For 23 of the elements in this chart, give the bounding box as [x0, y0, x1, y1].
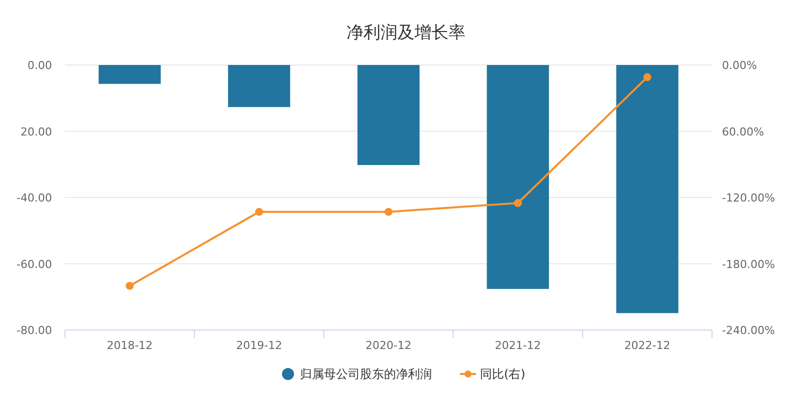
point [255, 208, 264, 216]
legend-label: 同比(右) [480, 367, 526, 381]
point [384, 208, 392, 216]
x-tick-label: 2022-12 [624, 339, 670, 352]
point [126, 282, 134, 290]
x-tick-label: 2021-12 [494, 339, 541, 352]
y2-tick-label: 60.00% [722, 125, 764, 138]
legend-label: 归属母公司股东的净利润 [300, 367, 432, 381]
x-tick-label: 2018-12 [106, 339, 153, 352]
y2-tick-label: -180.00% [722, 258, 775, 271]
x-tick-label: 2020-12 [366, 339, 412, 352]
x-tick-label: 2019-12 [236, 339, 282, 352]
y2-tick-label: -120.00% [722, 192, 775, 204]
point [643, 73, 652, 82]
y-tick-label: -80.00 [16, 324, 52, 337]
point [514, 199, 522, 208]
y-tick-label: -40.00 [16, 192, 52, 204]
y-tick-label: 20.00 [20, 125, 52, 138]
y2-tick-label: -240.00% [722, 324, 775, 337]
chart-title: 净利润及增长率 [346, 23, 466, 43]
y2-tick-label: 0.00% [722, 59, 757, 72]
y-tick-label: -60.00 [16, 258, 52, 271]
y-tick-label: 0.00 [28, 59, 52, 72]
